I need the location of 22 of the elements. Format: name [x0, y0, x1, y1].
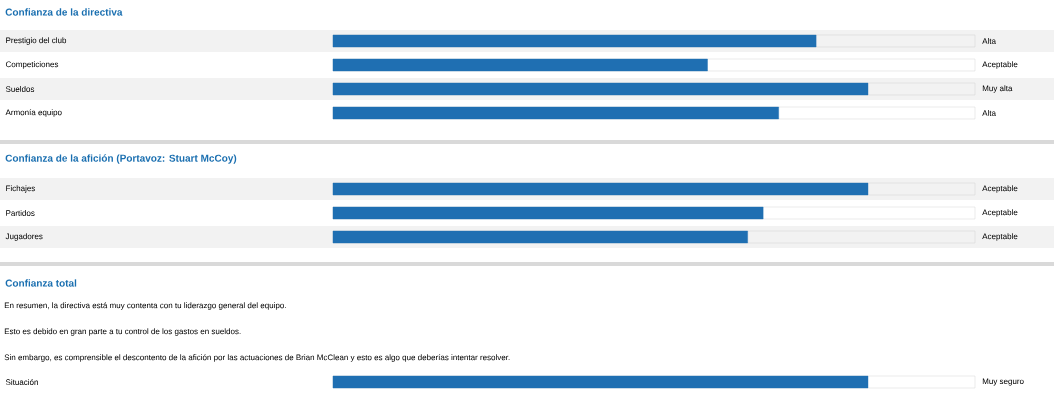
y-tick-label: Partidos	[6, 210, 35, 216]
y-tick-label: Fichajes	[6, 185, 36, 193]
text: Muy alta	[982, 85, 1013, 93]
text: Alta	[982, 110, 996, 116]
text: Aceptable	[982, 209, 1018, 217]
text: Confianza de la directiva	[5, 8, 123, 16]
text: Esto es debido en gran parte a tu control de los gastos en sueldos.	[4, 328, 241, 336]
y-tick-label: Prestigio del club	[6, 37, 67, 45]
y-tick-label: Situación	[5, 379, 38, 385]
text: Muy seguro	[982, 378, 1024, 386]
text: Confianza total	[5, 279, 77, 287]
annotation: Sin embargo, es comprensible el descontento de la afición por las actuaciones de Brian McClean y esto es algo que deberías intentar resolver.	[4, 354, 510, 362]
y-tick-label: Armonía equipo	[5, 109, 62, 117]
text: Confianza de la afición (Portavoz: Stuart McCoy)	[5, 154, 237, 164]
y-tick-label: Jugadores	[5, 233, 43, 241]
y-tick-label: Competiciones	[5, 61, 59, 69]
text: Aceptable	[982, 185, 1018, 193]
text: En resumen, la directiva está muy contenta con tu liderazgo general del equipo.	[4, 302, 286, 310]
text: Alta	[982, 38, 996, 44]
y-tick-label: Sueldos	[5, 86, 35, 92]
text: Aceptable	[982, 233, 1018, 241]
text: Aceptable	[982, 61, 1018, 69]
